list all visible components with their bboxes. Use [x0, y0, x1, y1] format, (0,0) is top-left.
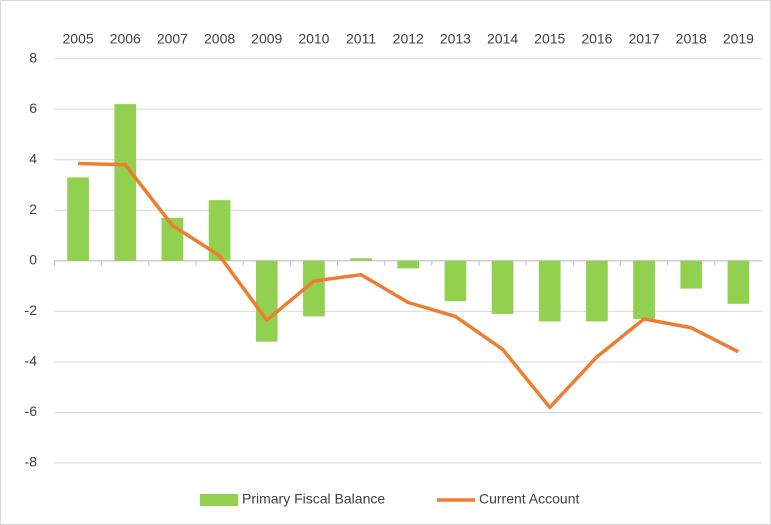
- bar: [444, 260, 467, 302]
- x-tick-label: 2015: [534, 31, 565, 47]
- x-tick-label: 2007: [157, 31, 188, 47]
- bar: [397, 260, 420, 269]
- y-tick-label: 2: [29, 201, 37, 217]
- y-tick-label: 4: [29, 150, 37, 166]
- legend-swatch: [200, 494, 238, 506]
- y-tick-label: -4: [25, 353, 38, 369]
- bar: [680, 260, 703, 289]
- line: [78, 161, 740, 410]
- x-tick-label: 2008: [204, 31, 235, 47]
- bar: [67, 177, 89, 261]
- y-tick-label: -8: [25, 454, 38, 470]
- bar: [350, 258, 372, 261]
- y-tick-label: 6: [29, 100, 37, 116]
- y-tick-label: 8: [29, 49, 37, 65]
- bar: [727, 260, 750, 304]
- x-tick-label: 2011: [346, 31, 376, 47]
- bar: [114, 104, 137, 261]
- bar: [208, 200, 231, 261]
- bar: [255, 260, 278, 342]
- x-tick-label: 2016: [581, 31, 612, 47]
- x-tick-label: 2006: [110, 31, 141, 47]
- x-tick-label: 2018: [676, 31, 707, 47]
- x-tick-label: 2012: [393, 31, 424, 47]
- x-tick-label: 2005: [63, 31, 94, 47]
- x-tick-label: 2013: [440, 31, 471, 47]
- bar: [586, 260, 608, 322]
- x-tick-label: 2014: [487, 31, 518, 47]
- y-tick-label: -6: [25, 403, 38, 419]
- x-tick-label: 2009: [251, 31, 282, 47]
- x-tick-label: 2019: [723, 31, 754, 47]
- x-tick-label: 2017: [629, 31, 660, 47]
- bar: [491, 260, 514, 314]
- y-tick-label: 0: [29, 252, 37, 268]
- bar: [538, 260, 561, 322]
- bar: [303, 260, 325, 317]
- legend-label: Primary Fiscal Balance: [242, 491, 385, 507]
- legend-label: Current Account: [479, 491, 579, 507]
- bar: [633, 260, 655, 319]
- y-tick-label: -2: [25, 302, 38, 318]
- x-tick-label: 2010: [298, 31, 329, 47]
